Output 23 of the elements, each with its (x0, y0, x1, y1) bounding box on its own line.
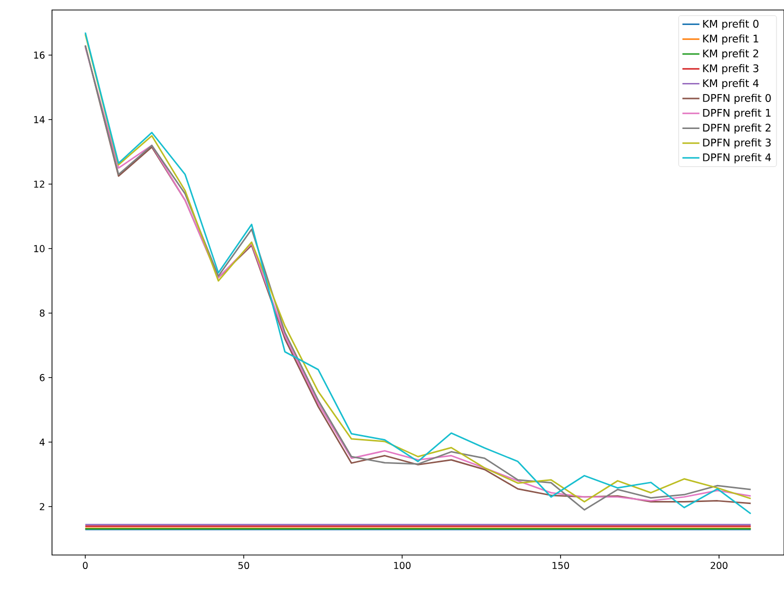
legend-label: DPFN prefit 1 (703, 108, 771, 119)
y-tick-label: 2 (40, 503, 44, 510)
legend-label: DPFN prefit 3 (703, 138, 771, 149)
y-tick-label: 10 (34, 245, 45, 252)
y-tick-label: 6 (40, 374, 45, 382)
x-tick-label: 50 (238, 562, 250, 569)
legend-label: KM prefit 2 (703, 49, 758, 60)
y-tick-label: 4 (40, 438, 45, 446)
legend-label: KM prefit 4 (703, 79, 759, 90)
y-tick-label: 14 (34, 116, 45, 124)
legend-label: KM prefit 1 (703, 34, 758, 45)
legend-label: KM prefit 0 (703, 20, 758, 30)
legend-label: DPFN prefit 4 (703, 153, 771, 164)
legend-label: KM prefit 3 (703, 64, 758, 74)
y-tick-label: 16 (34, 52, 45, 59)
x-tick-label: 100 (394, 562, 411, 569)
legend-label: DPFN prefit 2 (703, 124, 770, 134)
x-tick-label: 150 (552, 562, 570, 569)
legend-label: DPFN prefit 0 (703, 94, 771, 104)
y-tick-label: 8 (40, 310, 45, 317)
x-tick-label: 200 (710, 562, 728, 569)
y-tick-label: 12 (34, 180, 44, 188)
x-tick-label: 0 (82, 562, 88, 569)
